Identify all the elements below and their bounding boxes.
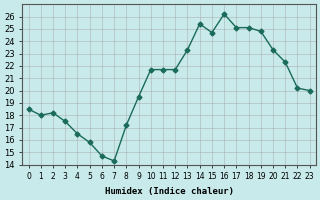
X-axis label: Humidex (Indice chaleur): Humidex (Indice chaleur) — [105, 187, 234, 196]
